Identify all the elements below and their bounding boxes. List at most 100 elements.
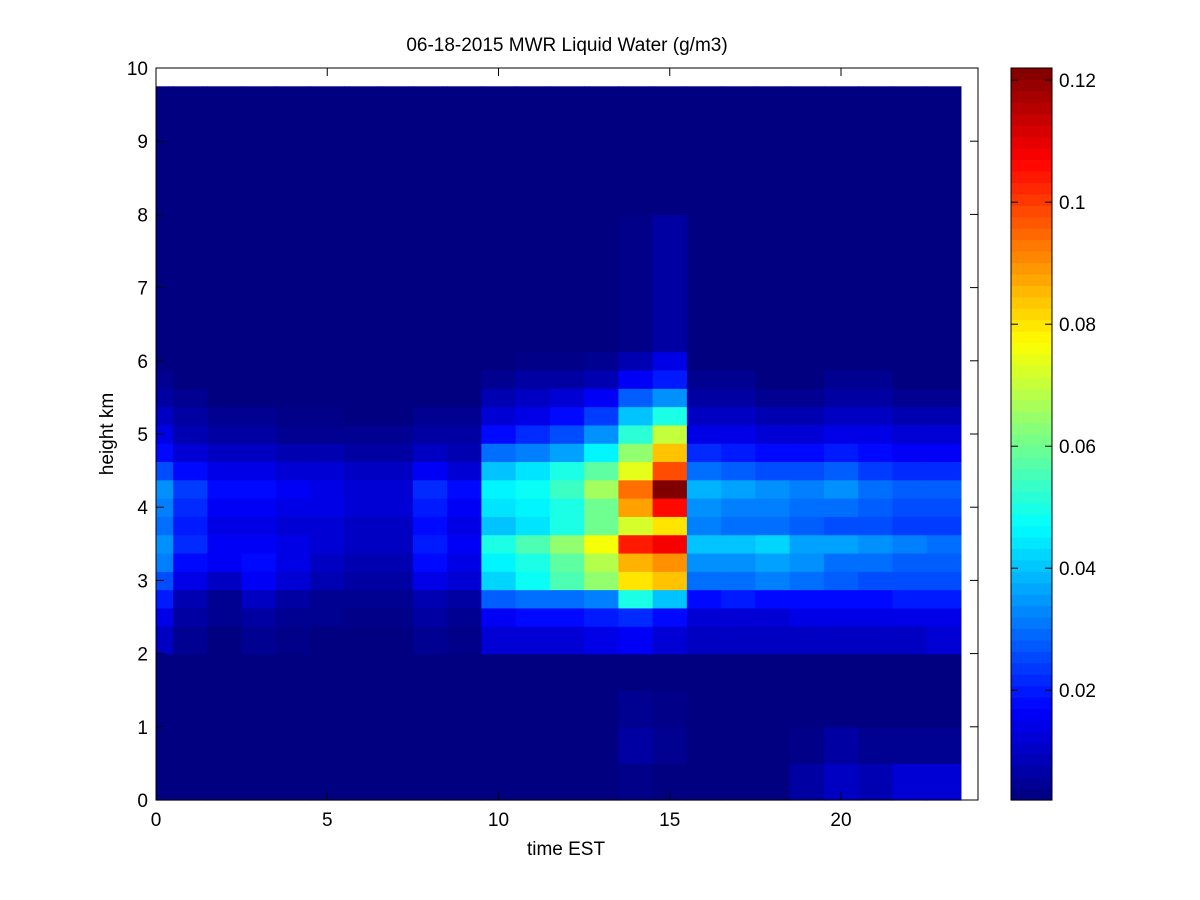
heat-cell (926, 690, 962, 728)
heat-cell (652, 214, 688, 353)
heat-cell (515, 690, 551, 728)
heat-cell (652, 552, 688, 572)
heat-cell (515, 214, 551, 353)
heat-cell (412, 552, 448, 572)
heat-cell (481, 479, 517, 499)
heat-cell (823, 406, 859, 426)
heat-cell (310, 214, 345, 353)
heat-cell (858, 369, 893, 389)
heat-cell (378, 86, 414, 215)
heat-cell (275, 653, 311, 691)
heat-cell (412, 461, 448, 481)
colorbar-swatch (1011, 514, 1052, 527)
heat-cell (549, 369, 585, 389)
heat-cell (481, 498, 517, 517)
colorbar-swatch (1011, 674, 1052, 687)
heat-cell (618, 552, 654, 572)
heat-cell (926, 516, 962, 536)
heat-cell (686, 763, 722, 801)
heat-cell (755, 479, 791, 499)
colorbar-swatch (1011, 102, 1052, 115)
heat-cell (378, 726, 414, 764)
heat-cell (858, 690, 893, 728)
heat-cell (549, 351, 585, 371)
heat-cell (344, 351, 380, 371)
colorbar-swatch (1011, 239, 1052, 252)
heat-cell (515, 443, 551, 463)
heat-cell (515, 351, 551, 371)
heat-cell (892, 534, 928, 554)
heat-cell (858, 461, 893, 481)
colorbar-swatch (1011, 662, 1052, 675)
colorbar-swatch (1011, 193, 1052, 206)
colorbar-swatch (1011, 342, 1052, 355)
heat-cell (549, 626, 585, 655)
heat-cell (926, 607, 962, 627)
heat-cell (310, 516, 345, 536)
heat-cell (858, 406, 893, 426)
heat-cell (412, 626, 448, 655)
colorbar-swatch (1011, 719, 1052, 732)
heat-cell (156, 589, 174, 609)
heat-cell (892, 479, 928, 499)
heat-cell (892, 626, 928, 655)
heat-cell (481, 690, 517, 728)
y-tick-label: 5 (137, 425, 148, 446)
heat-cell (686, 479, 722, 499)
heat-cell (755, 516, 791, 536)
heat-cell (926, 626, 962, 655)
heat-cell (721, 653, 756, 691)
heat-cell (823, 461, 859, 481)
heat-cell (207, 443, 243, 463)
heat-cell (823, 552, 859, 572)
heat-cell (549, 552, 585, 572)
heat-cell (515, 516, 551, 536)
heat-cell (275, 534, 311, 554)
heat-cell (207, 498, 243, 517)
y-tick-label: 1 (137, 718, 148, 739)
heat-cell (618, 763, 654, 801)
heat-cell (412, 424, 448, 444)
heat-cell (549, 516, 585, 536)
heat-cell (858, 388, 893, 408)
heat-cell (823, 626, 859, 655)
heat-cell (618, 534, 654, 554)
heat-cell (789, 690, 825, 728)
colorbar-swatch (1011, 765, 1052, 778)
heat-cell (447, 461, 482, 481)
heat-cell (173, 571, 208, 591)
heat-cell (755, 351, 791, 371)
x-tick-label: 20 (830, 810, 851, 831)
colorbar-swatch (1011, 308, 1052, 321)
colorbar-swatch (1011, 491, 1052, 504)
y-tick-label: 6 (137, 352, 148, 373)
heat-cell (584, 443, 619, 463)
heat-cell (789, 607, 825, 627)
heat-cell (412, 607, 448, 627)
heat-cell (275, 607, 311, 627)
heat-cell (447, 589, 482, 609)
heat-cell (926, 461, 962, 481)
heat-cell (378, 461, 414, 481)
heat-cell (549, 763, 585, 801)
heat-cell (755, 552, 791, 572)
heat-cell (755, 498, 791, 517)
heat-cell (447, 626, 482, 655)
heat-cell (275, 763, 311, 801)
heat-cell (241, 424, 277, 444)
heat-cell (721, 516, 756, 536)
heat-cell (447, 607, 482, 627)
heat-cell (549, 589, 585, 609)
heat-cell (584, 552, 619, 572)
heat-cell (275, 626, 311, 655)
heat-cell (549, 443, 585, 463)
heat-cell (241, 552, 277, 572)
heat-cell (549, 534, 585, 554)
colorbar-swatch (1011, 159, 1052, 172)
heat-cell (447, 214, 482, 353)
heat-cell (481, 726, 517, 764)
colorbar-swatch (1011, 502, 1052, 515)
heat-cell (686, 653, 722, 691)
heat-cell (447, 690, 482, 728)
heat-cell (241, 351, 277, 371)
